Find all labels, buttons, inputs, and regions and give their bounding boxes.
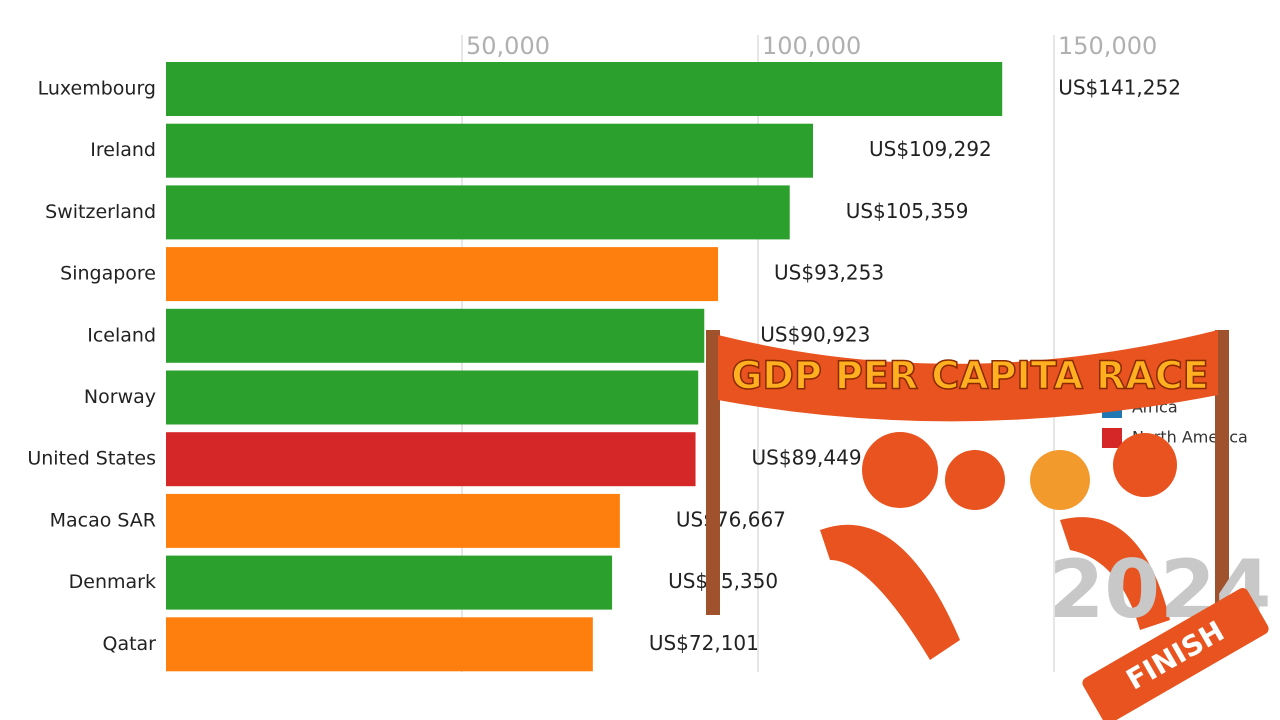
legend-swatch [1102, 428, 1122, 448]
bar [166, 247, 719, 302]
runner [945, 450, 1005, 510]
runner-body [820, 524, 960, 660]
bar [166, 185, 790, 240]
pole [706, 330, 720, 615]
value-label: US$75,350 [668, 569, 778, 593]
mat [1082, 588, 1269, 720]
runner [1113, 433, 1177, 497]
runner-body [1060, 517, 1170, 630]
banner [718, 330, 1218, 422]
bar [166, 432, 696, 487]
category-label: Qatar [102, 633, 156, 655]
category-label: Macao SAR [50, 509, 156, 531]
value-label: US$90,923 [760, 322, 870, 346]
bar [166, 62, 1003, 116]
category-label: Luxembourg [38, 78, 156, 100]
value-label: US$141,252 [1058, 76, 1181, 100]
runner [862, 432, 938, 508]
bar [166, 370, 699, 425]
category-label: Denmark [69, 571, 156, 593]
value-label: US$72,101 [649, 631, 759, 655]
value-label: US$109,292 [869, 137, 992, 161]
value-label: US$105,359 [846, 199, 969, 223]
category-label: United States [27, 448, 156, 470]
bar [166, 555, 613, 610]
x-tick-label: 150,000 [1058, 32, 1157, 60]
overlay: GDP PER CAPITA RACE 2024 FINISH [706, 330, 1271, 720]
value-label: US$76,667 [676, 507, 786, 531]
x-tick-label: 50,000 [466, 32, 550, 60]
category-label: Norway [84, 386, 156, 408]
category-label: Switzerland [45, 201, 156, 223]
banner-title: GDP PER CAPITA RACE [731, 354, 1209, 398]
bar [166, 308, 705, 363]
bar [166, 493, 620, 548]
bar [166, 617, 593, 672]
bar [166, 123, 814, 178]
value-label: US$89,449 [752, 446, 862, 470]
value-label: US$93,253 [774, 261, 884, 285]
category-label: Singapore [60, 263, 156, 285]
pole [1215, 330, 1229, 620]
runner [1030, 450, 1090, 510]
x-tick-label: 100,000 [762, 32, 861, 60]
category-label: Iceland [87, 324, 156, 346]
finish-mat: FINISH [1082, 588, 1269, 720]
category-label: Ireland [90, 139, 156, 161]
